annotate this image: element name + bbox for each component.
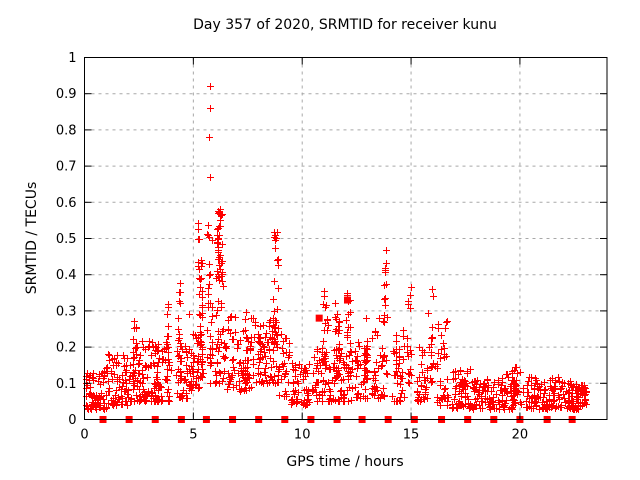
y-tick-label: 0.2 xyxy=(56,341,77,356)
x-tick-label: 0 xyxy=(80,428,88,443)
square-marker xyxy=(343,296,351,304)
x-tick-label: 10 xyxy=(294,428,311,443)
y-tick-label: 0.3 xyxy=(56,304,77,319)
x-tick-label: 20 xyxy=(512,428,529,443)
y-tick-label: 0.5 xyxy=(56,232,77,247)
x-tick-label: 15 xyxy=(403,428,420,443)
y-tick-label: 0.6 xyxy=(56,196,77,211)
y-tick-label: 0.9 xyxy=(56,87,77,102)
y-tick-label: 0.1 xyxy=(56,377,77,392)
y-tick-label: 0.7 xyxy=(56,160,77,175)
y-tick-label: 1 xyxy=(68,51,76,66)
y-tick-label: 0.8 xyxy=(56,123,77,138)
x-axis-label: GPS time / hours xyxy=(286,454,403,470)
y-axis-label: SRMTID / TECUs xyxy=(24,182,40,295)
chart-title: Day 357 of 2020, SRMTID for receiver kun… xyxy=(193,17,497,33)
scatter-plus-markers xyxy=(83,83,590,413)
y-tick-label: 0.4 xyxy=(56,268,77,283)
x-tick-label: 5 xyxy=(189,428,197,443)
tick-labels: 0 5 10 15 20 0 0.1 0.2 0.3 0.4 0.5 0.6 0.7 0.8 0.9 1 xyxy=(56,51,528,443)
y-tick-label: 0 xyxy=(68,413,76,428)
plot-frame xyxy=(84,57,608,420)
square-marker xyxy=(315,314,323,322)
